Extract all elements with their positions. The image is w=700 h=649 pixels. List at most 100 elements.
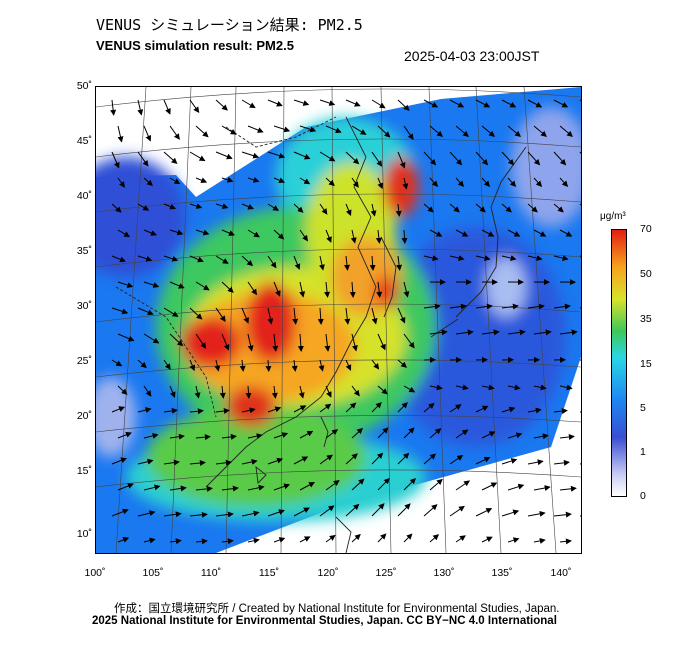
wind-arrow (345, 503, 360, 517)
wind-arrow (299, 125, 317, 133)
wind-arrow (241, 458, 258, 465)
wind-arrow (169, 281, 185, 289)
wind-arrow (475, 405, 489, 413)
wind-arrow (163, 307, 179, 317)
latitude-line (96, 248, 581, 268)
wind-arrow (319, 99, 336, 106)
longitude-line (380, 87, 392, 553)
longitude-line (280, 87, 285, 553)
lat-tick-label: 40˚ (76, 190, 92, 202)
field-pale-northeast (511, 107, 581, 227)
wind-arrow (376, 281, 383, 298)
wind-arrow (325, 385, 332, 398)
coastline-china (205, 116, 377, 488)
wind-arrow (143, 281, 160, 288)
wind-arrow (221, 176, 234, 183)
wind-arrow (189, 151, 206, 162)
wind-arrow (195, 281, 210, 291)
wind-arrow (559, 384, 573, 391)
wind-arrow (299, 177, 311, 185)
wind-arrow (559, 485, 577, 492)
wind-arrow (143, 484, 161, 491)
wind-arrow (533, 433, 549, 440)
wind-arrow (501, 99, 517, 108)
wind-arrow (351, 333, 358, 352)
wind-arrow (245, 385, 252, 399)
wind-arrow (319, 403, 332, 413)
wind-arrow (351, 427, 364, 439)
wind-arrow (481, 482, 498, 491)
forecast-timestamp: 2025-04-03 23:00JST (404, 48, 540, 64)
wind-arrow (533, 384, 547, 391)
latitude-line (96, 359, 581, 378)
wind-arrow (397, 359, 408, 368)
wind-arrow (533, 329, 552, 336)
wind-arrow (111, 406, 126, 413)
wind-arrow (293, 456, 309, 465)
colorbar-label: 35 (640, 313, 652, 325)
wind-arrow (111, 508, 129, 517)
wind-arrow (111, 203, 122, 213)
wind-arrow (267, 203, 280, 211)
wind-arrow (527, 510, 546, 517)
wind-arrow (293, 151, 311, 160)
wind-arrow (377, 125, 391, 138)
lat-tick-label: 35˚ (76, 245, 92, 257)
wind-arrow (293, 255, 301, 270)
wind-arrow (369, 255, 376, 271)
wind-arrow (533, 229, 547, 237)
wind-arrow (189, 408, 204, 415)
wind-arrow (371, 401, 382, 413)
wind-arrow (293, 507, 310, 517)
lon-tick-label: 100˚ (84, 567, 106, 579)
wind-arrow (429, 384, 443, 391)
credit-line-1: 作成：国立環境研究所 / Created by National Institu… (114, 603, 560, 615)
wind-arrow (273, 281, 281, 297)
lon-tick-label: 120˚ (317, 567, 339, 579)
wind-arrow (219, 385, 226, 399)
wind-arrow (553, 459, 570, 466)
wind-arrow (241, 307, 249, 324)
wind-arrow (221, 229, 235, 236)
wind-arrow (324, 333, 331, 352)
wind-arrow (501, 406, 516, 413)
border-line (115, 286, 217, 418)
wind-arrow (298, 385, 305, 399)
wind-arrow (319, 505, 335, 517)
wind-arrow (481, 329, 500, 336)
wind-arrow (143, 537, 156, 544)
map-frame[interactable] (95, 86, 582, 554)
wind-arrow (189, 203, 203, 209)
wind-arrow (579, 411, 581, 413)
wind-arrow (241, 151, 260, 159)
wind-arrow (501, 151, 515, 166)
lon-tick-label: 140˚ (550, 567, 572, 579)
wind-arrow (501, 203, 512, 213)
wind-arrow (221, 538, 234, 545)
lat-tick-label: 45˚ (76, 135, 92, 147)
wind-arrow (371, 99, 386, 109)
wind-arrow (351, 177, 359, 188)
wind-arrow (241, 407, 256, 414)
wind-arrow (345, 453, 358, 465)
wind-arrow (481, 536, 493, 543)
wind-arrow (377, 333, 386, 351)
wind-arrow (370, 203, 377, 217)
wind-arrow (349, 281, 356, 298)
wind-arrow (317, 307, 324, 325)
wind-arrow (345, 203, 352, 217)
wind-arrow (429, 428, 442, 439)
wind-arrow (377, 477, 390, 491)
wind-arrow (423, 453, 437, 465)
wind-arrow (215, 255, 229, 264)
wind-arrow (143, 177, 153, 186)
wind-arrow (533, 177, 543, 187)
wind-arrow (423, 402, 435, 413)
lon-tick-label: 125˚ (375, 567, 397, 579)
wind-arrow (143, 432, 159, 439)
wind-arrow (319, 203, 328, 215)
longitude-line (225, 87, 237, 553)
wind-arrow (397, 151, 406, 169)
wind-arrow (137, 151, 149, 167)
wind-arrow (273, 537, 286, 543)
